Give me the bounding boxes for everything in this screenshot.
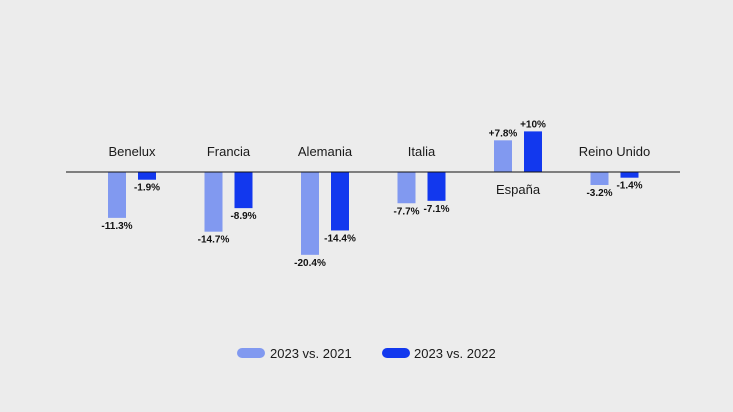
legend-label-series-1: 2023 vs. 2021: [270, 346, 352, 361]
value-label-francia-series-1: -14.7%: [198, 235, 230, 246]
bar-italia-series-2: [427, 172, 446, 201]
value-label-espana-series-1: +7.8%: [489, 128, 518, 139]
category-label-espana: España: [496, 182, 541, 197]
legend-item-series-2: 2023 vs. 2022: [382, 346, 496, 361]
legend-swatch-series-1: [237, 348, 265, 358]
bar-benelux-series-2: [138, 172, 156, 180]
bar-italia-series-1: [397, 172, 416, 204]
legend-item-series-1: 2023 vs. 2021: [237, 346, 352, 361]
legend-swatch-series-2: [382, 348, 410, 358]
value-label-italia-series-1: -7.7%: [393, 206, 419, 217]
bars-layer: [108, 131, 639, 255]
bar-espana-series-2: [524, 131, 542, 172]
value-label-espana-series-2: +10%: [520, 119, 546, 130]
value-label-alemania-series-2: -14.4%: [324, 233, 356, 244]
bar-benelux-series-1: [108, 172, 126, 218]
value-label-benelux-series-1: -11.3%: [101, 221, 132, 232]
category-label-alemania: Alemania: [298, 144, 353, 159]
value-label-reino-unido-series-1: -3.2%: [586, 188, 612, 199]
bar-alemania-series-2: [331, 172, 349, 231]
labels-layer: -11.3% -1.9% Benelux -14.7% -8.9% Francia -20.…: [101, 119, 650, 268]
bar-francia-series-1: [204, 172, 223, 232]
bar-reino-unido-series-2: [620, 172, 639, 178]
value-label-benelux-series-2: -1.9%: [134, 183, 160, 194]
category-label-benelux: Benelux: [109, 144, 156, 159]
category-label-italia: Italia: [408, 144, 436, 159]
bar-francia-series-2: [234, 172, 253, 209]
bar-reino-unido-series-1: [590, 172, 609, 185]
legend: 2023 vs. 2021 2023 vs. 2022: [237, 346, 496, 361]
category-label-reino-unido: Reino Unido: [579, 144, 651, 159]
category-label-francia: Francia: [207, 144, 251, 159]
value-label-italia-series-2: -7.1%: [423, 204, 449, 215]
value-label-reino-unido-series-2: -1.4%: [616, 181, 642, 192]
bar-alemania-series-1: [301, 172, 319, 255]
value-label-alemania-series-1: -20.4%: [294, 258, 326, 269]
value-label-francia-series-2: -8.9%: [230, 211, 256, 222]
legend-label-series-2: 2023 vs. 2022: [414, 346, 496, 361]
bar-espana-series-1: [494, 140, 512, 172]
